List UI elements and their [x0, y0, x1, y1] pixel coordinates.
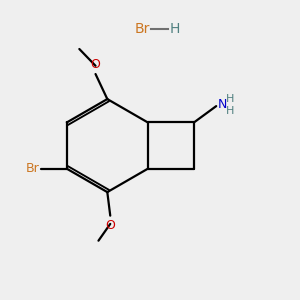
Text: Br: Br [25, 162, 39, 175]
Text: H: H [169, 22, 179, 36]
Text: H: H [226, 106, 234, 116]
Text: H: H [226, 94, 234, 104]
Text: O: O [91, 58, 100, 71]
Text: Br: Br [135, 22, 150, 36]
Text: O: O [105, 219, 115, 232]
Text: N: N [218, 98, 227, 111]
